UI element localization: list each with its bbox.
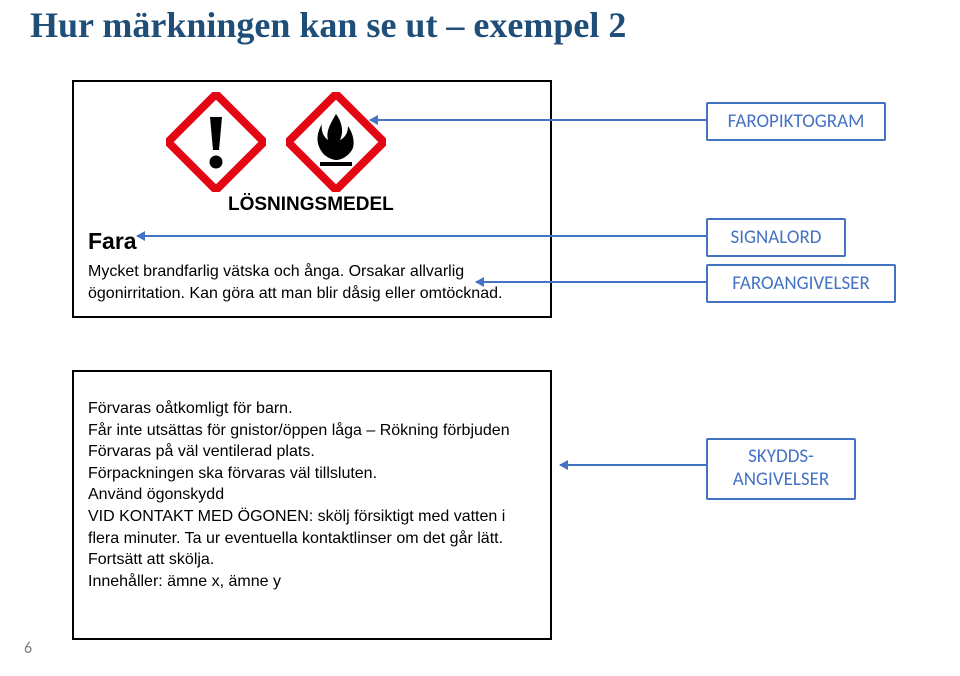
arrow-faroangivelser <box>476 281 706 283</box>
precaution-line: Förvaras oåtkomligt för barn. <box>88 398 536 420</box>
pictogram-exclamation-icon <box>166 92 266 192</box>
precaution-line: Förpackningen ska förvaras väl tillslute… <box>88 463 536 485</box>
arrow-skyddsangivelser <box>560 464 706 466</box>
precaution-line: VID KONTAKT MED ÖGONEN: skölj försiktigt… <box>88 506 536 571</box>
slide-title: Hur märkningen kan se ut – exempel 2 <box>30 4 626 46</box>
product-name: LÖSNINGSMEDEL <box>228 194 536 216</box>
arrow-signalord <box>137 235 706 237</box>
precaution-line: Använd ögonskydd <box>88 484 536 506</box>
callout-line: SKYDDS- <box>748 445 814 468</box>
pictogram-flame-icon <box>286 92 386 192</box>
slide: Hur märkningen kan se ut – exempel 2 LÖS… <box>0 0 960 676</box>
callout-signalord: SIGNALORD <box>706 218 846 257</box>
precaution-line: Förvaras på väl ventilerad plats. <box>88 441 536 463</box>
callout-skyddsangivelser: SKYDDS- ANGIVELSER <box>706 438 856 500</box>
callout-line: ANGIVELSER <box>733 468 829 491</box>
arrow-faropiktogram <box>370 119 706 121</box>
callout-faropiktogram: FAROPIKTOGRAM <box>706 102 886 141</box>
hazard-statements: Mycket brandfarlig vätska och ånga. Orsa… <box>88 261 518 304</box>
precaution-line: Får inte utsättas för gnistor/öppen låga… <box>88 420 536 442</box>
precaution-line: Innehåller: ämne x, ämne y <box>88 571 536 593</box>
precaution-statements: Förvaras oåtkomligt för barn. Får inte u… <box>88 398 536 592</box>
label-box-lower: Förvaras oåtkomligt för barn. Får inte u… <box>72 370 552 640</box>
page-number: 6 <box>24 639 32 658</box>
pictogram-row <box>166 92 536 192</box>
signal-word: Fara <box>88 228 536 255</box>
callout-faroangivelser: FAROANGIVELSER <box>706 264 896 303</box>
